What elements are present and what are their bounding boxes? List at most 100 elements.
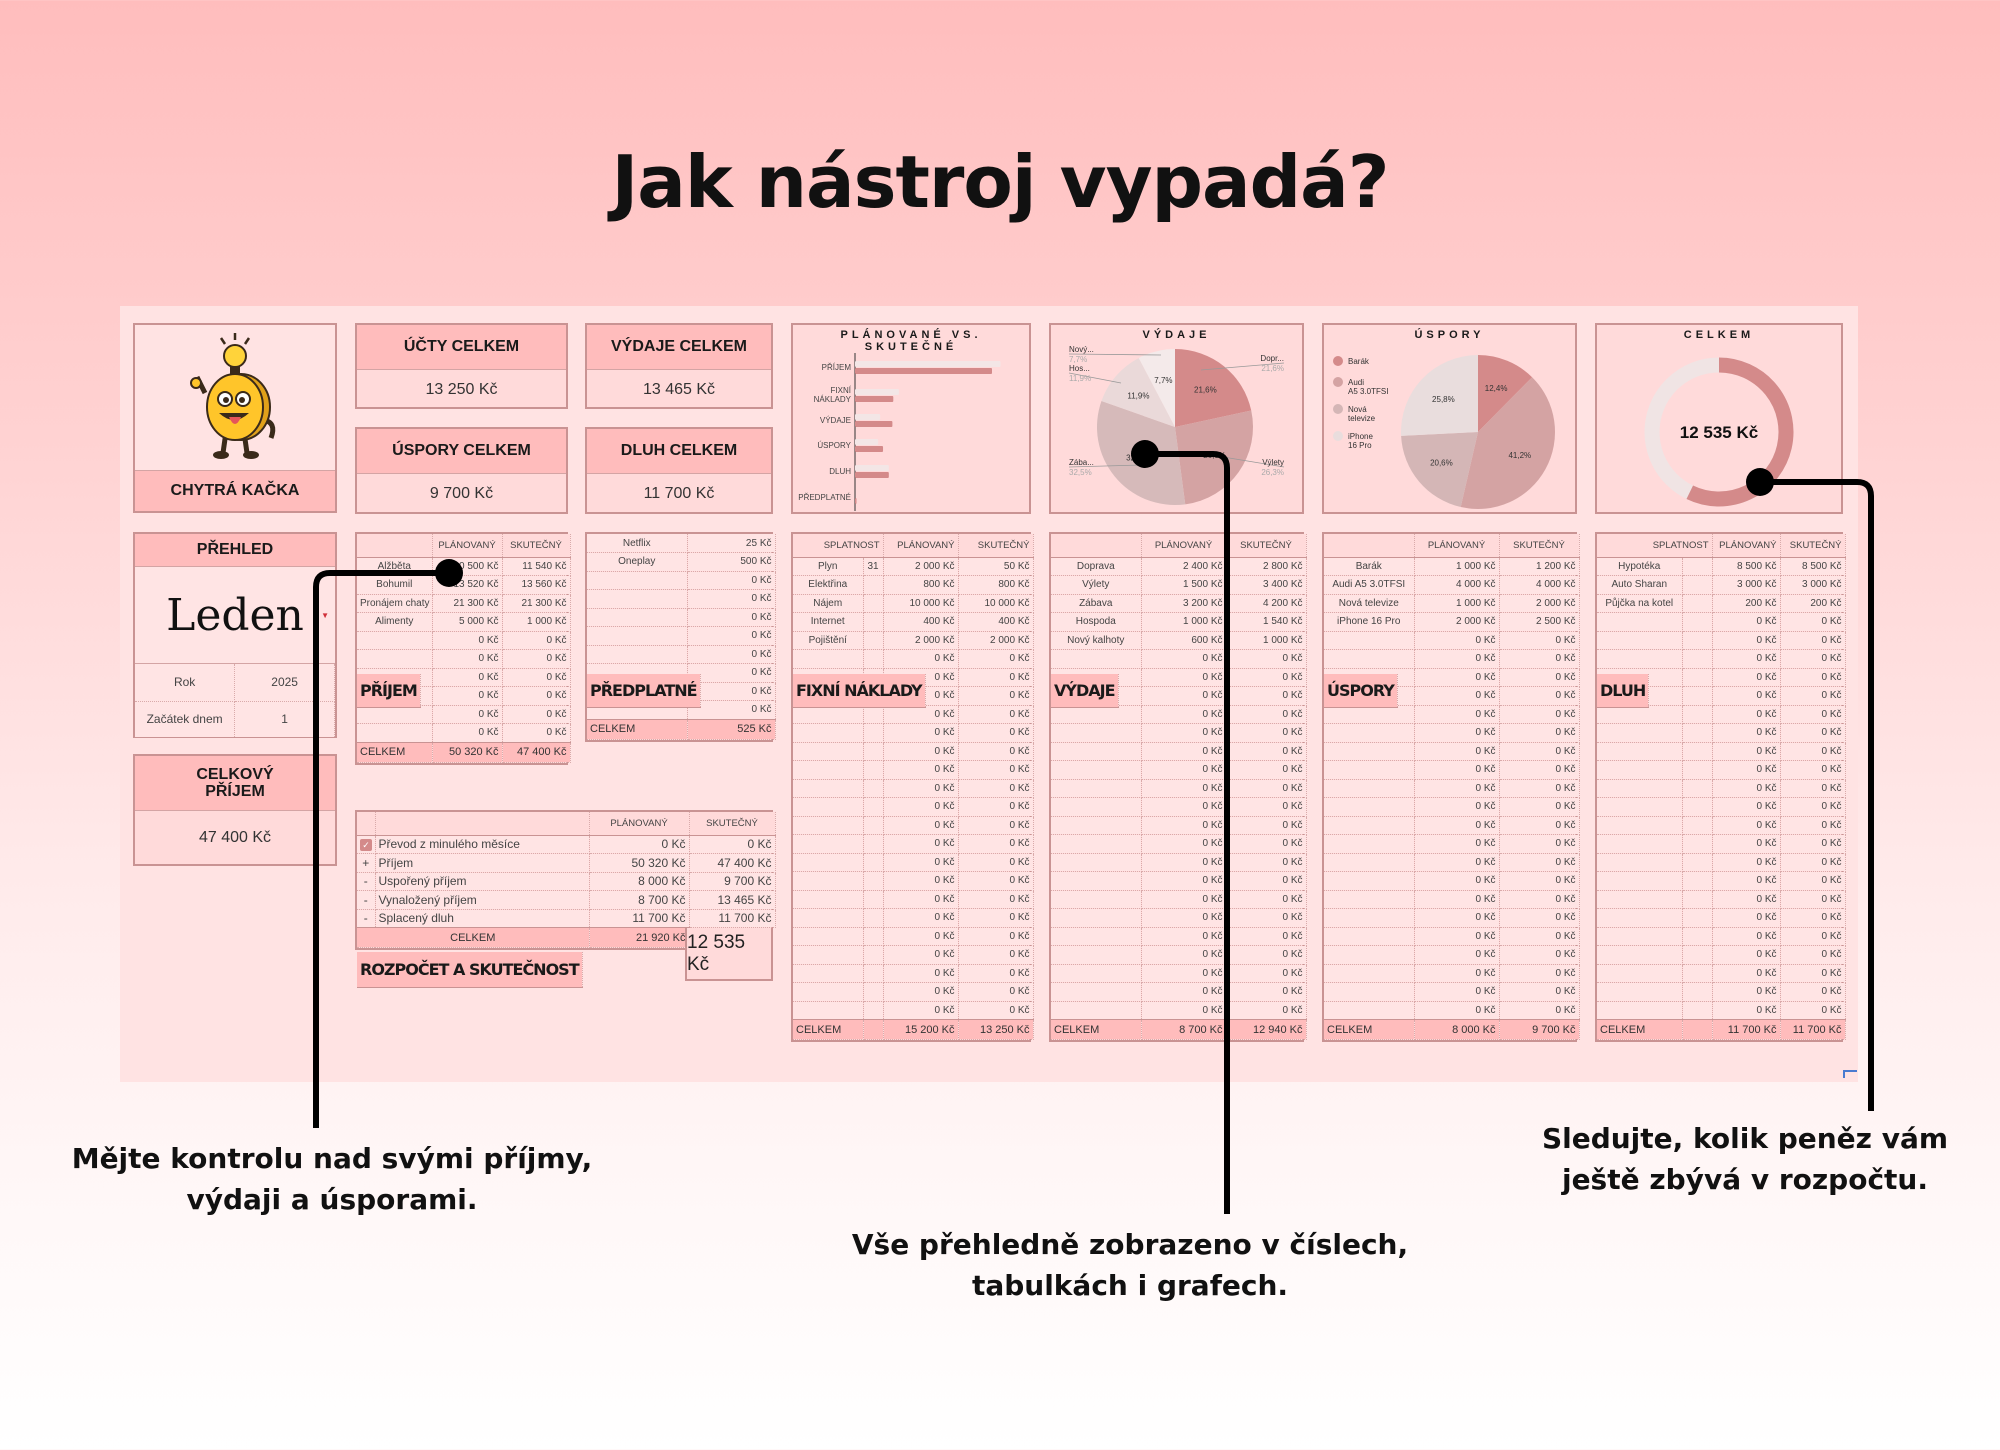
table-cell[interactable]	[1597, 871, 1683, 891]
table-cell[interactable]: 11 700 Kč	[689, 909, 776, 928]
table-cell[interactable]: -	[357, 909, 376, 928]
table-cell[interactable]: 0 Kč	[1712, 908, 1781, 928]
table-cell[interactable]: 4 000 Kč	[1499, 575, 1580, 595]
table-cell[interactable]	[587, 626, 688, 646]
table-cell[interactable]	[793, 816, 864, 835]
table-cell[interactable]: 50 Kč	[958, 557, 1034, 576]
table-cell[interactable]	[357, 723, 433, 743]
table-cell[interactable]: 0 Kč	[1414, 927, 1500, 946]
table-cell[interactable]	[863, 834, 884, 854]
table-cell[interactable]	[793, 890, 864, 909]
table-cell[interactable]: Nový kalhoty	[1051, 631, 1142, 650]
table-cell[interactable]: 0 Kč	[1499, 834, 1580, 854]
table-cell[interactable]: 0 Kč	[1226, 779, 1307, 798]
table-cell[interactable]: 0 Kč	[1414, 890, 1500, 909]
table-cell[interactable]: 0 Kč	[1141, 927, 1227, 946]
table-cell[interactable]	[1051, 945, 1142, 965]
table-cell[interactable]	[793, 853, 864, 872]
table-cell[interactable]: 0 Kč	[1141, 890, 1227, 909]
table-cell[interactable]: 0 Kč	[1141, 834, 1227, 854]
table-cell[interactable]: 0 Kč	[1226, 964, 1307, 983]
table-cell[interactable]	[793, 927, 864, 946]
table-cell[interactable]: 0 Kč	[958, 982, 1034, 1002]
table-cell[interactable]: 0 Kč	[1780, 871, 1846, 891]
table-cell[interactable]	[1597, 723, 1683, 743]
table-cell[interactable]: 4 200 Kč	[1226, 594, 1307, 613]
table-cell[interactable]: Auto Sharan	[1597, 575, 1683, 595]
table-cell[interactable]: Hospoda	[1051, 612, 1142, 632]
table-cell[interactable]	[1682, 557, 1713, 576]
table-cell[interactable]: 31	[863, 557, 884, 576]
table-cell[interactable]: Hypotéka	[1597, 557, 1683, 576]
table-cell[interactable]: 10 000 Kč	[958, 594, 1034, 613]
table-cell[interactable]: 0 Kč	[958, 797, 1034, 817]
table-cell[interactable]: 0 Kč	[1712, 649, 1781, 669]
table-cell[interactable]: 0 Kč	[1712, 1001, 1781, 1020]
table-cell[interactable]: 1 500 Kč	[1141, 575, 1227, 595]
table-cell[interactable]	[1682, 649, 1713, 669]
table-cell[interactable]: 0 Kč	[1226, 686, 1307, 706]
table-cell[interactable]	[863, 649, 884, 669]
table-cell[interactable]: ✓	[357, 835, 376, 854]
table-cell[interactable]: 13 520 Kč	[432, 575, 503, 595]
table-cell[interactable]: 0 Kč	[1141, 723, 1227, 743]
table-cell[interactable]: 0 Kč	[1414, 908, 1500, 928]
table-cell[interactable]: 0 Kč	[1226, 1001, 1307, 1020]
table-cell[interactable]	[1324, 723, 1415, 743]
table-cell[interactable]	[863, 927, 884, 946]
table-cell[interactable]: 0 Kč	[1141, 908, 1227, 928]
table-cell[interactable]: Splacený dluh	[375, 909, 590, 928]
table-cell[interactable]	[357, 705, 433, 724]
table-cell[interactable]: 0 Kč	[1226, 797, 1307, 817]
table-cell[interactable]: 3 000 Kč	[1712, 575, 1781, 595]
year-value[interactable]: 2025	[234, 664, 335, 702]
table-cell[interactable]	[1682, 797, 1713, 817]
table-cell[interactable]: 0 Kč	[883, 871, 959, 891]
table-cell[interactable]: 4 000 Kč	[1414, 575, 1500, 595]
table-cell[interactable]: 0 Kč	[1414, 945, 1500, 965]
table-cell[interactable]: 3 000 Kč	[1780, 575, 1846, 595]
table-cell[interactable]	[863, 890, 884, 909]
table-cell[interactable]: Plyn	[793, 557, 864, 576]
table-cell[interactable]: 47 400 Kč	[689, 853, 776, 873]
table-cell[interactable]: Vynaložený příjem	[375, 890, 590, 910]
table-cell[interactable]: 0 Kč	[958, 871, 1034, 891]
table-cell[interactable]: 0 Kč	[958, 779, 1034, 798]
table-cell[interactable]	[1682, 686, 1713, 706]
table-cell[interactable]	[1597, 1001, 1683, 1020]
table-cell[interactable]: 0 Kč	[1226, 816, 1307, 835]
table-cell[interactable]: 0 Kč	[1141, 853, 1227, 872]
table-cell[interactable]: 0 Kč	[432, 649, 503, 669]
table-cell[interactable]: 800 Kč	[883, 575, 959, 595]
table-cell[interactable]	[793, 723, 864, 743]
table-cell[interactable]: 0 Kč	[1141, 742, 1227, 761]
table-cell[interactable]	[1597, 945, 1683, 965]
table-cell[interactable]: 1 000 Kč	[1414, 594, 1500, 613]
table-cell[interactable]: 1 000 Kč	[1141, 612, 1227, 632]
table-cell[interactable]: 0 Kč	[1414, 964, 1500, 983]
table-cell[interactable]	[1597, 982, 1683, 1002]
table-cell[interactable]: 0 Kč	[883, 834, 959, 854]
table-cell[interactable]: 400 Kč	[883, 612, 959, 632]
table-cell[interactable]: 0 Kč	[1141, 705, 1227, 724]
table-cell[interactable]	[1324, 760, 1415, 780]
table-cell[interactable]	[793, 834, 864, 854]
table-cell[interactable]: 0 Kč	[1499, 982, 1580, 1002]
table-cell[interactable]: 0 Kč	[883, 779, 959, 798]
table-cell[interactable]	[1324, 631, 1415, 650]
table-cell[interactable]: 0 Kč	[1499, 779, 1580, 798]
table-cell[interactable]: 0 Kč	[1414, 871, 1500, 891]
table-cell[interactable]	[863, 742, 884, 761]
table-cell[interactable]: 0 Kč	[1712, 834, 1781, 854]
table-cell[interactable]: 0 Kč	[502, 705, 571, 724]
table-cell[interactable]	[1051, 760, 1142, 780]
table-cell[interactable]: 0 Kč	[1414, 1001, 1500, 1020]
table-cell[interactable]: Doprava	[1051, 557, 1142, 576]
table-cell[interactable]: 0 Kč	[432, 631, 503, 650]
table-cell[interactable]: 0 Kč	[1414, 705, 1500, 724]
table-cell[interactable]: 600 Kč	[1141, 631, 1227, 650]
table-cell[interactable]: 0 Kč	[883, 982, 959, 1002]
table-cell[interactable]: 0 Kč	[432, 668, 503, 687]
table-cell[interactable]: 1 000 Kč	[502, 612, 571, 632]
start-day-value[interactable]: 1	[234, 701, 335, 737]
